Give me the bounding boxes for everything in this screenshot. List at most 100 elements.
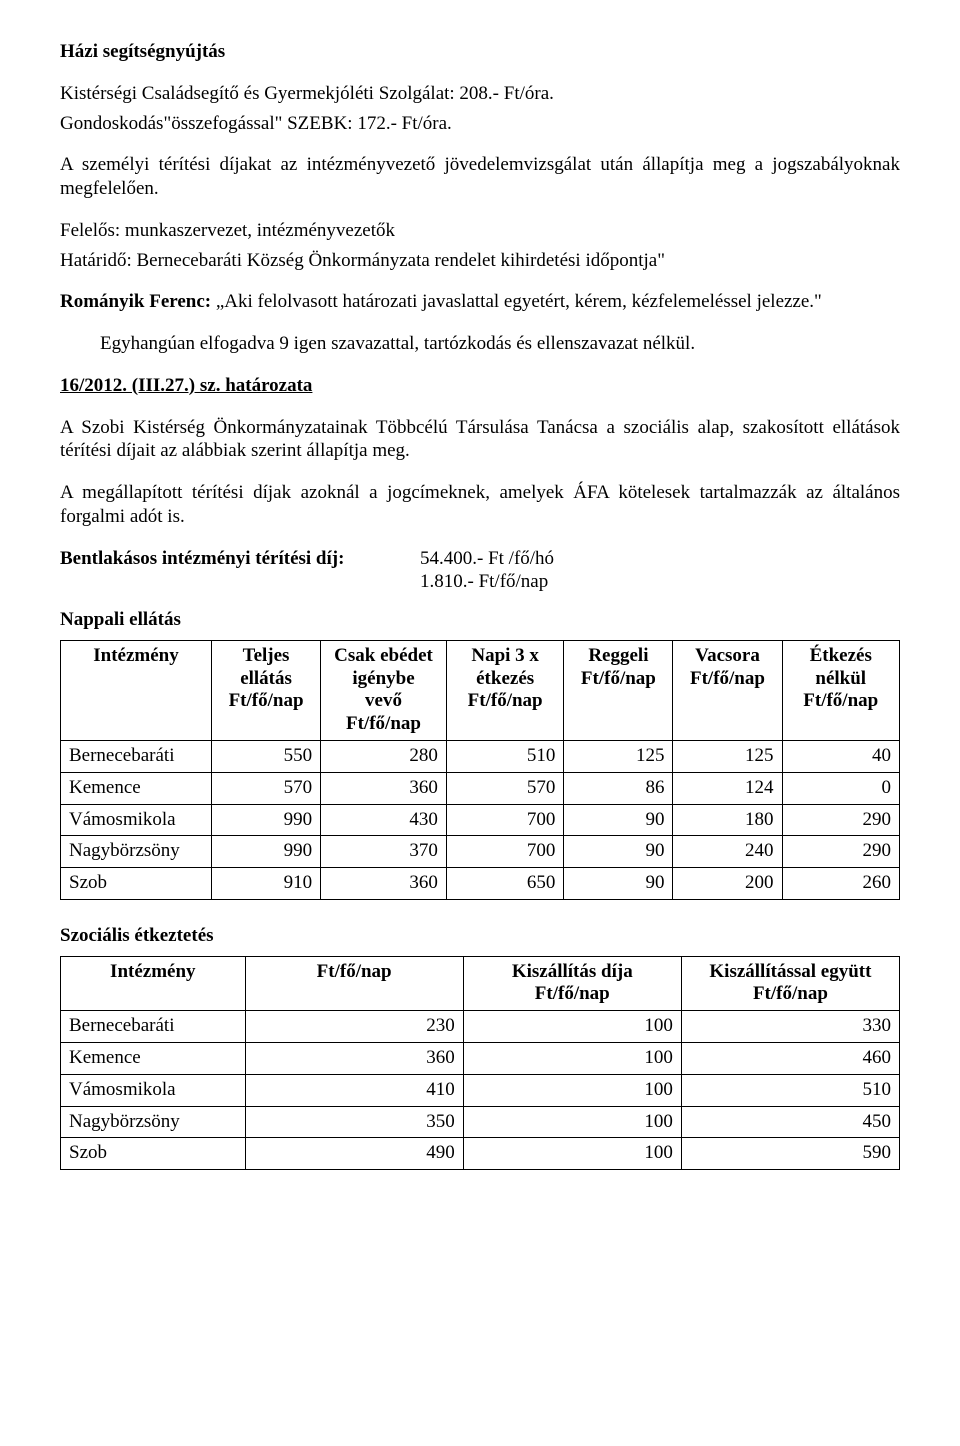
- para-afa: A megállapított térítési díjak azoknál a…: [60, 481, 900, 529]
- table-cell-value: 290: [782, 804, 900, 836]
- table-cell-value: 240: [673, 836, 782, 868]
- table-cell-name: Nagybörzsöny: [61, 836, 212, 868]
- table-cell-name: Szob: [61, 1138, 246, 1170]
- table-cell-value: 124: [673, 772, 782, 804]
- table-row: Vámosmikola410100510: [61, 1074, 900, 1106]
- table-cell-value: 360: [245, 1043, 463, 1075]
- table-cell-value: 700: [446, 804, 563, 836]
- table-cell-value: 650: [446, 868, 563, 900]
- table-cell-value: 40: [782, 740, 900, 772]
- table-cell-value: 410: [245, 1074, 463, 1106]
- szoc-table: IntézményFt/fő/napKiszállítás díjaFt/fő/…: [60, 956, 900, 1171]
- table-cell-value: 570: [446, 772, 563, 804]
- table-cell-value: 990: [212, 804, 321, 836]
- table-cell-name: Bernecebaráti: [61, 740, 212, 772]
- table-row: Kemence570360570861240: [61, 772, 900, 804]
- table-cell-value: 230: [245, 1011, 463, 1043]
- table-cell-value: 990: [212, 836, 321, 868]
- table-cell-value: 700: [446, 836, 563, 868]
- table-header-cell: Csak ebédetigénybevevőFt/fő/nap: [321, 640, 447, 740]
- table-cell-name: Vámosmikola: [61, 1074, 246, 1106]
- table-cell-value: 510: [446, 740, 563, 772]
- table-cell-name: Nagybörzsöny: [61, 1106, 246, 1138]
- table-cell-value: 460: [681, 1043, 899, 1075]
- table-cell-value: 490: [245, 1138, 463, 1170]
- table-cell-value: 550: [212, 740, 321, 772]
- table-cell-value: 100: [463, 1043, 681, 1075]
- table-header-cell: ReggeliFt/fő/nap: [564, 640, 673, 740]
- para-romanyik: Rományik Ferenc: „Aki felolvasott határo…: [60, 290, 900, 314]
- table-cell-value: 260: [782, 868, 900, 900]
- table-cell-value: 100: [463, 1106, 681, 1138]
- table-cell-value: 370: [321, 836, 447, 868]
- table-cell-value: 100: [463, 1074, 681, 1106]
- table-header-row: IntézményFt/fő/napKiszállítás díjaFt/fő/…: [61, 956, 900, 1011]
- table-row: Szob91036065090200260: [61, 868, 900, 900]
- para-egyhanguan: Egyhangúan elfogadva 9 igen szavazattal,…: [100, 332, 900, 356]
- table-cell-value: 90: [564, 868, 673, 900]
- table-header-cell: Intézmény: [61, 956, 246, 1011]
- table-cell-name: Bernecebaráti: [61, 1011, 246, 1043]
- table-cell-value: 90: [564, 804, 673, 836]
- table-cell-name: Kemence: [61, 1043, 246, 1075]
- para-tarsulasa: A Szobi Kistérség Önkormányzatainak Több…: [60, 416, 900, 464]
- table-row: Bernecebaráti55028051012512540: [61, 740, 900, 772]
- table-cell-name: Szob: [61, 868, 212, 900]
- bentlakasos-val2: 1.810.- Ft/fő/nap: [420, 570, 900, 594]
- nappali-table: IntézményTeljesellátásFt/fő/napCsak ebéd…: [60, 640, 900, 900]
- table-cell-value: 360: [321, 868, 447, 900]
- para-hatarido: Határidő: Bernecebaráti Község Önkormány…: [60, 249, 900, 273]
- nappali-title: Nappali ellátás: [60, 608, 900, 632]
- bentlakasos-row: Bentlakásos intézményi térítési díj: 54.…: [60, 547, 900, 595]
- table-cell-name: Kemence: [61, 772, 212, 804]
- table-header-row: IntézményTeljesellátásFt/fő/napCsak ebéd…: [61, 640, 900, 740]
- table-cell-value: 125: [564, 740, 673, 772]
- table-cell-value: 590: [681, 1138, 899, 1170]
- bentlakasos-values: 54.400.- Ft /fő/hó 1.810.- Ft/fő/nap: [420, 547, 900, 595]
- table-header-cell: TeljesellátásFt/fő/nap: [212, 640, 321, 740]
- table-cell-value: 350: [245, 1106, 463, 1138]
- table-cell-name: Vámosmikola: [61, 804, 212, 836]
- table-cell-value: 100: [463, 1138, 681, 1170]
- table-header-cell: Intézmény: [61, 640, 212, 740]
- para-szebk: Gondoskodás"összefogással" SZEBK: 172.- …: [60, 112, 900, 136]
- table-header-cell: VacsoraFt/fő/nap: [673, 640, 782, 740]
- romanyik-name: Rományik Ferenc:: [60, 291, 211, 312]
- table-header-cell: Kiszállítással együttFt/fő/nap: [681, 956, 899, 1011]
- table-cell-value: 125: [673, 740, 782, 772]
- table-row: Nagybörzsöny350100450: [61, 1106, 900, 1138]
- heading-hazi: Házi segítségnyújtás: [60, 40, 900, 64]
- table-cell-value: 910: [212, 868, 321, 900]
- table-row: Nagybörzsöny99037070090240290: [61, 836, 900, 868]
- table-cell-value: 180: [673, 804, 782, 836]
- table-cell-value: 100: [463, 1011, 681, 1043]
- para-dijakat: A személyi térítési díjakat az intézmény…: [60, 153, 900, 201]
- table-cell-value: 86: [564, 772, 673, 804]
- para-szolgalat: Kistérségi Családsegítő és Gyermekjóléti…: [60, 82, 900, 106]
- table-cell-value: 570: [212, 772, 321, 804]
- table-cell-value: 90: [564, 836, 673, 868]
- table-cell-value: 330: [681, 1011, 899, 1043]
- table-cell-value: 0: [782, 772, 900, 804]
- table-row: Bernecebaráti230100330: [61, 1011, 900, 1043]
- table-row: Kemence360100460: [61, 1043, 900, 1075]
- bentlakasos-val1: 54.400.- Ft /fő/hó: [420, 547, 900, 571]
- table-row: Szob490100590: [61, 1138, 900, 1170]
- table-cell-value: 430: [321, 804, 447, 836]
- table-cell-value: 450: [681, 1106, 899, 1138]
- table-cell-value: 280: [321, 740, 447, 772]
- table-cell-value: 510: [681, 1074, 899, 1106]
- table-header-cell: Ft/fő/nap: [245, 956, 463, 1011]
- document-page: Házi segítségnyújtás Kistérségi Családse…: [0, 0, 960, 1446]
- table-cell-value: 290: [782, 836, 900, 868]
- table-header-cell: Napi 3 xétkezésFt/fő/nap: [446, 640, 563, 740]
- table-cell-value: 360: [321, 772, 447, 804]
- romanyik-text: „Aki felolvasott határozati javaslattal …: [211, 291, 822, 312]
- szoc-title: Szociális étkeztetés: [60, 924, 900, 948]
- table-cell-value: 200: [673, 868, 782, 900]
- table-header-cell: Kiszállítás díjaFt/fő/nap: [463, 956, 681, 1011]
- para-felelos: Felelős: munkaszervezet, intézményvezető…: [60, 219, 900, 243]
- table-row: Vámosmikola99043070090180290: [61, 804, 900, 836]
- resolution-id: 16/2012. (III.27.) sz. határozata: [60, 374, 900, 398]
- bentlakasos-label: Bentlakásos intézményi térítési díj:: [60, 547, 420, 595]
